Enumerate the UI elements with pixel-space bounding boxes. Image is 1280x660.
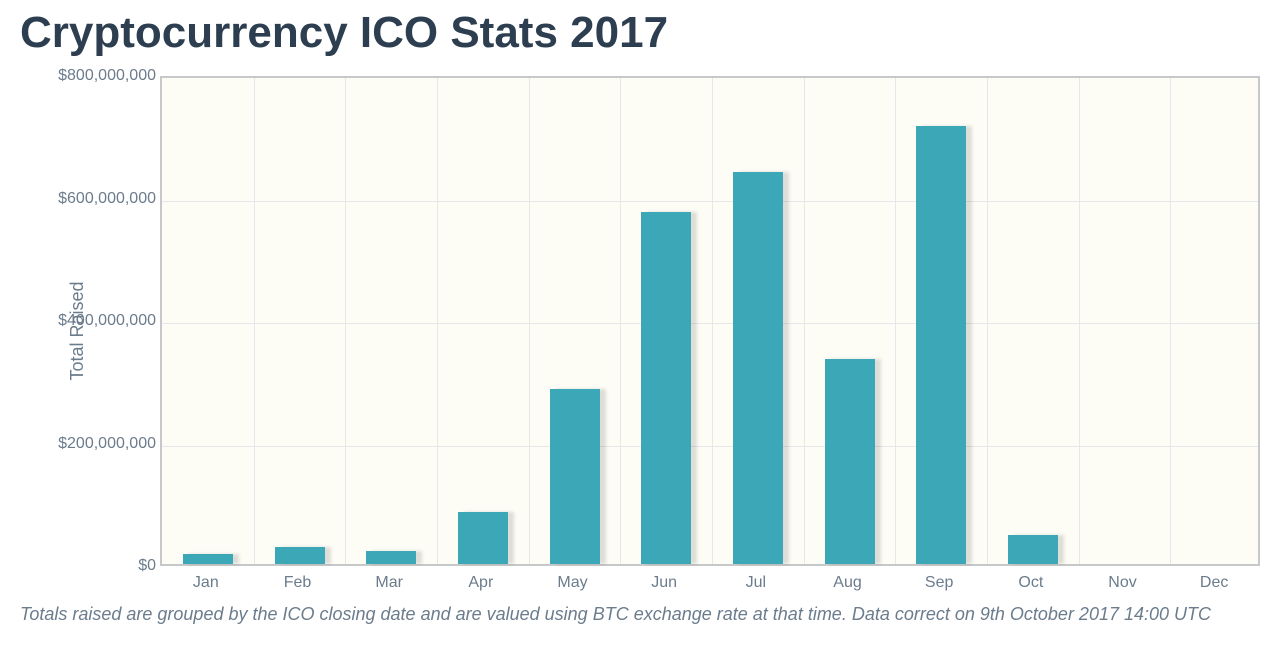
bar (916, 126, 966, 564)
x-tick-label: Apr (468, 574, 493, 592)
bar (733, 172, 783, 564)
bar (183, 554, 233, 564)
bar (458, 512, 508, 564)
bar-chart: Total Raised $0 $200,000,000 $400,000,000 $… (20, 66, 1260, 596)
bar (825, 359, 875, 564)
x-tick-label: Mar (375, 574, 403, 592)
bar (641, 212, 691, 564)
y-tick-label: $400,000,000 (58, 312, 156, 330)
bar (275, 547, 325, 564)
y-axis-label: Total Raised (67, 281, 88, 380)
x-tick-label: Jul (746, 574, 766, 592)
y-tick-label: $0 (138, 557, 156, 575)
y-tick-label: $200,000,000 (58, 435, 156, 453)
x-tick-label: Jan (193, 574, 219, 592)
y-tick-label: $600,000,000 (58, 190, 156, 208)
bar (1008, 535, 1058, 564)
footnote: Totals raised are grouped by the ICO clo… (20, 604, 1260, 625)
x-tick-label: Oct (1018, 574, 1043, 592)
x-tick-label: Aug (833, 574, 861, 592)
y-tick-label: $800,000,000 (58, 67, 156, 85)
x-tick-label: Nov (1108, 574, 1136, 592)
bars-container (162, 78, 1258, 564)
plot-area (160, 76, 1260, 566)
x-tick-label: May (557, 574, 587, 592)
x-tick-label: Feb (284, 574, 312, 592)
page-title: Cryptocurrency ICO Stats 2017 (20, 8, 1260, 58)
x-tick-label: Sep (925, 574, 953, 592)
bar (366, 551, 416, 564)
x-tick-label: Jun (651, 574, 677, 592)
x-tick-label: Dec (1200, 574, 1228, 592)
bar (550, 389, 600, 564)
